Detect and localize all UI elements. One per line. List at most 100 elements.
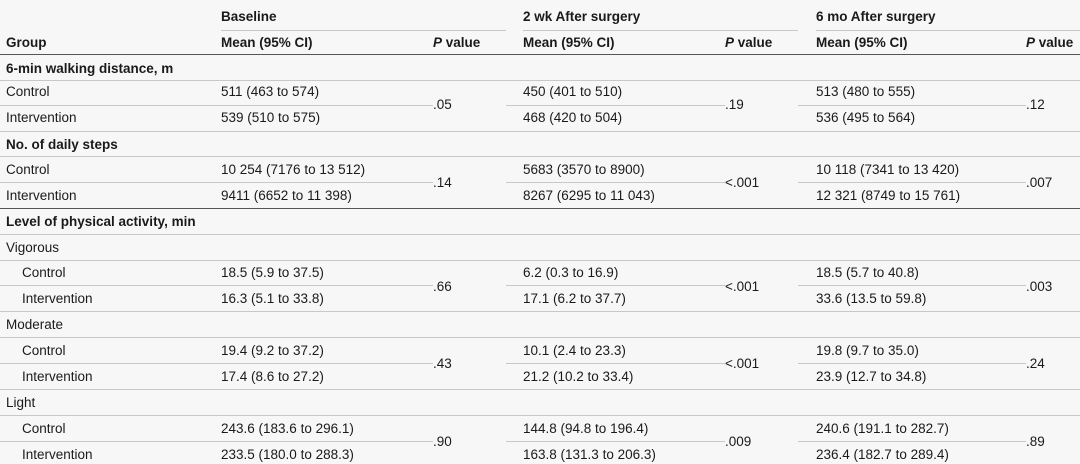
header-mean-baseline: Mean (95% CI) xyxy=(221,35,313,50)
cell-value: 12 321 (8749 to 15 761) xyxy=(816,188,961,203)
row-rule xyxy=(0,415,1080,416)
row-rule xyxy=(0,389,1080,390)
group-rule xyxy=(506,285,725,286)
p-value: .009 xyxy=(725,434,752,449)
cell-value: 10.1 (2.4 to 23.3) xyxy=(523,343,626,358)
group-rule xyxy=(798,285,1026,286)
p-value: .90 xyxy=(433,434,452,449)
cell-value: 240.6 (191.1 to 282.7) xyxy=(816,421,949,436)
p-value: .19 xyxy=(725,97,744,112)
group-rule xyxy=(798,105,1026,106)
group-rule xyxy=(0,182,433,183)
cell-value: 511 (463 to 574) xyxy=(221,84,320,99)
header-mean-6mo: Mean (95% CI) xyxy=(816,35,908,50)
cell-value: 6.2 (0.3 to 16.9) xyxy=(523,265,619,280)
p-value: .003 xyxy=(1026,279,1053,294)
p-value: .24 xyxy=(1026,356,1045,371)
p-value: <.001 xyxy=(725,279,760,294)
p-value: .007 xyxy=(1026,175,1053,190)
cell-value: 8267 (6295 to 11 043) xyxy=(523,188,655,203)
cell-value: 17.4 (8.6 to 27.2) xyxy=(221,369,324,384)
cell-value: 18.5 (5.9 to 37.5) xyxy=(221,265,324,280)
row-label: Control xyxy=(6,162,50,177)
cell-value: 9411 (6652 to 11 398) xyxy=(221,188,352,203)
header-period-baseline: Baseline xyxy=(221,9,277,24)
p-value: .12 xyxy=(1026,97,1045,112)
header-rule-6mo xyxy=(816,30,1080,31)
row-label: Intervention xyxy=(22,291,93,306)
p-value: <.001 xyxy=(725,175,760,190)
cell-value: 5683 (3570 to 8900) xyxy=(523,162,645,177)
cell-value: 233.5 (180.0 to 288.3) xyxy=(221,447,354,462)
section-title: Level of physical activity, min xyxy=(6,214,196,229)
row-label: Control xyxy=(6,84,50,99)
header-period-2wk: 2 wk After surgery xyxy=(523,9,641,24)
row-rule xyxy=(0,260,1080,261)
group-rule xyxy=(0,441,433,442)
cell-value: 23.9 (12.7 to 34.8) xyxy=(816,369,927,384)
row-rule xyxy=(0,311,1080,312)
cell-value: 19.4 (9.2 to 37.2) xyxy=(221,343,324,358)
group-rule xyxy=(506,363,725,364)
cell-value: 19.8 (9.7 to 35.0) xyxy=(816,343,919,358)
p-value: .43 xyxy=(433,356,452,371)
group-rule xyxy=(798,182,1026,183)
row-label: Intervention xyxy=(6,110,77,125)
row-rule xyxy=(0,131,1080,132)
header-rule-baseline xyxy=(221,30,506,31)
cell-value: 144.8 (94.8 to 196.4) xyxy=(523,421,649,436)
cell-value: 10 118 (7341 to 13 420) xyxy=(816,162,960,177)
cell-value: 236.4 (182.7 to 289.4) xyxy=(816,447,949,462)
group-rule xyxy=(798,363,1026,364)
cell-value: 536 (495 to 564) xyxy=(816,110,916,125)
cell-value: 17.1 (6.2 to 37.7) xyxy=(523,291,626,306)
cell-value: 21.2 (10.2 to 33.4) xyxy=(523,369,634,384)
row-rule xyxy=(0,80,1080,81)
cell-value: 243.6 (183.6 to 296.1) xyxy=(221,421,354,436)
header-rule-2wk xyxy=(523,30,798,31)
group-rule xyxy=(798,441,1026,442)
row-rule xyxy=(0,156,1080,157)
section-title: No. of daily steps xyxy=(6,137,118,152)
cell-value: 539 (510 to 575) xyxy=(221,110,321,125)
group-rule xyxy=(506,441,725,442)
cell-value: 33.6 (13.5 to 59.8) xyxy=(816,291,927,306)
row-label: Intervention xyxy=(22,447,93,462)
p-value: <.001 xyxy=(725,356,760,371)
p-value: .05 xyxy=(433,97,452,112)
header-bottom-rule xyxy=(0,54,1080,55)
row-label: Intervention xyxy=(6,188,77,203)
subsection-title: Moderate xyxy=(6,317,64,332)
group-rule xyxy=(506,105,725,106)
header-p-2wk: P value xyxy=(725,35,773,50)
header-period-6mo: 6 mo After surgery xyxy=(816,9,936,24)
header-mean-2wk: Mean (95% CI) xyxy=(523,35,615,50)
group-rule xyxy=(0,363,433,364)
cell-value: 450 (401 to 510) xyxy=(523,84,623,99)
cell-value: 10 254 (7176 to 13 512) xyxy=(221,162,366,177)
p-value: .14 xyxy=(433,175,452,190)
cell-value: 163.8 (131.3 to 206.3) xyxy=(523,447,656,462)
subsection-title: Light xyxy=(6,395,36,410)
p-value: .89 xyxy=(1026,434,1045,449)
header-p-baseline: P value xyxy=(433,35,481,50)
row-label: Control xyxy=(22,265,66,280)
cell-value: 513 (480 to 555) xyxy=(816,84,916,99)
header-group: Group xyxy=(6,35,47,50)
row-label: Control xyxy=(22,421,66,436)
cell-value: 16.3 (5.1 to 33.8) xyxy=(221,291,324,306)
group-rule xyxy=(506,182,725,183)
row-label: Control xyxy=(22,343,66,358)
row-rule xyxy=(0,234,1080,235)
cell-value: 468 (420 to 504) xyxy=(523,110,623,125)
header-p-6mo: P value xyxy=(1026,35,1074,50)
subsection-title: Vigorous xyxy=(6,240,60,255)
row-rule xyxy=(0,337,1080,338)
row-label: Intervention xyxy=(22,369,93,384)
group-rule xyxy=(0,285,433,286)
group-rule xyxy=(0,105,433,106)
p-value: .66 xyxy=(433,279,452,294)
cell-value: 18.5 (5.7 to 40.8) xyxy=(816,265,919,280)
section-rule xyxy=(0,208,1080,209)
section-title: 6-min walking distance, m xyxy=(6,61,174,76)
